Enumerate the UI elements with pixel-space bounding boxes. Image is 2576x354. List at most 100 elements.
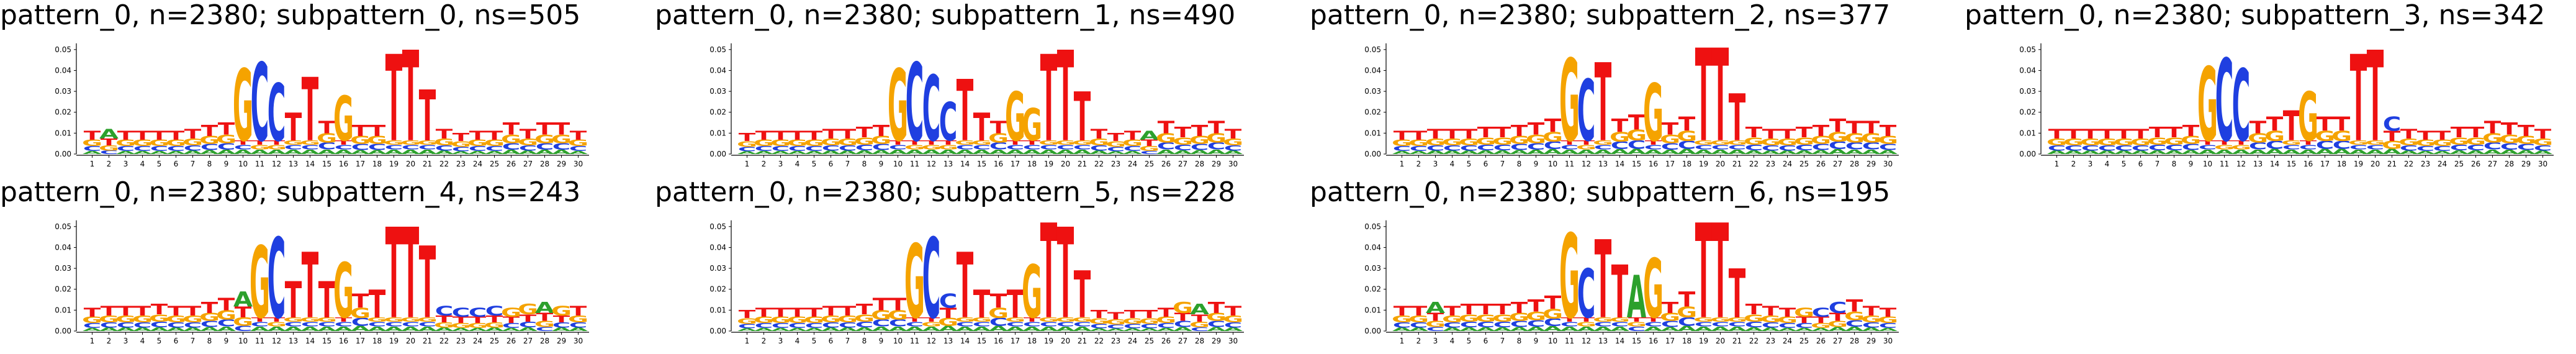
base-g-glyph: G <box>1038 139 1059 147</box>
base-a-glyph: A <box>1795 149 1814 155</box>
base-c-glyph: C <box>1778 322 1797 329</box>
base-g-glyph: G <box>2047 137 2067 148</box>
base-a-glyph: A <box>2114 150 2134 155</box>
base-g-glyph: G <box>1744 135 1764 147</box>
base-g-glyph: G <box>770 138 791 148</box>
base-c-glyph: C <box>2148 143 2167 153</box>
base-a-glyph: A <box>535 148 555 155</box>
base-a-glyph: A <box>351 325 370 333</box>
base-c-glyph: C <box>217 142 236 152</box>
x-tick-label: 19 <box>2354 160 2363 168</box>
base-a-glyph: A <box>2164 149 2184 155</box>
base-t-glyph: T <box>184 303 202 319</box>
x-tick-label: 16 <box>339 160 348 168</box>
base-c-glyph: C <box>351 316 370 329</box>
base-t-glyph: T <box>2451 124 2468 140</box>
base-t-glyph: T <box>1107 311 1125 322</box>
base-g-glyph: G <box>1189 134 1210 147</box>
base-a-glyph: A <box>2399 150 2419 155</box>
x-tick-label: 22 <box>1749 160 1759 168</box>
base-g-glyph: G <box>2097 137 2117 148</box>
base-c-glyph: C <box>2165 143 2184 153</box>
base-a-glyph: A <box>1443 150 1462 155</box>
base-t-glyph: T <box>1444 303 1461 319</box>
base-g-glyph: G <box>2181 134 2201 147</box>
base-g-glyph: G <box>921 143 942 151</box>
base-c-glyph: C <box>301 320 320 328</box>
base-a-glyph: A <box>518 150 538 155</box>
base-g-glyph: G <box>854 312 875 324</box>
base-c-glyph: C <box>167 320 186 329</box>
y-tick-label: 0.00 <box>2019 150 2036 158</box>
base-c-glyph: C <box>1090 143 1109 152</box>
base-t-glyph: T <box>923 139 940 147</box>
base-t-glyph: T <box>2518 122 2535 140</box>
base-g-glyph: G <box>1794 135 1814 147</box>
base-a-glyph: A <box>418 325 438 333</box>
base-a-glyph: A <box>1039 148 1059 156</box>
base-t-glyph: T <box>1141 138 1158 148</box>
x-tick-label: 28 <box>1195 337 1204 345</box>
base-c-glyph: C <box>956 143 975 151</box>
base-c-glyph: C <box>1812 142 1831 152</box>
base-a-glyph: A <box>2248 148 2268 156</box>
base-c-glyph: C <box>1594 143 1613 151</box>
base-g-glyph: G <box>300 316 320 324</box>
y-tick-label: 0.04 <box>55 66 71 75</box>
base-a-glyph: A <box>2198 148 2218 156</box>
base-g-glyph: G <box>216 307 236 322</box>
base-c-glyph: C <box>1510 142 1529 152</box>
x-tick-label: 29 <box>557 160 566 168</box>
base-t-glyph: T <box>923 316 940 324</box>
base-a-glyph: A <box>502 327 521 332</box>
x-tick-label: 26 <box>1816 160 1826 168</box>
sequence-logo: 0.000.010.020.030.040.051 2 3 4 5 6 7 8 9 10 11 12 1… <box>709 196 1244 348</box>
x-tick-label: 21 <box>1078 337 1087 345</box>
base-c-glyph: C <box>855 320 874 330</box>
base-t-glyph: T <box>1578 139 1595 147</box>
base-c-glyph: C <box>368 320 387 328</box>
base-c-glyph: C <box>536 142 554 152</box>
x-tick-label: 8 <box>862 337 867 345</box>
base-t-glyph: T <box>1107 131 1125 143</box>
base-c-glyph: C <box>1778 143 1797 152</box>
base-t-glyph: T <box>251 139 268 147</box>
base-g-glyph: G <box>1643 68 1664 160</box>
base-a-glyph: A <box>267 325 287 333</box>
x-tick-label: 20 <box>406 337 415 345</box>
x-tick-label: 6 <box>1484 337 1488 345</box>
base-t-glyph: T <box>1410 129 1428 143</box>
base-c-glyph: C <box>906 41 924 166</box>
x-tick-label: 11 <box>255 337 264 345</box>
base-c-glyph: C <box>418 320 437 328</box>
y-tick-label: 0.05 <box>2019 45 2036 54</box>
base-c-glyph: C <box>2500 142 2519 152</box>
base-t-glyph: T <box>503 120 520 139</box>
base-g-glyph: G <box>501 306 521 320</box>
base-c-glyph: C <box>788 145 807 152</box>
base-c-glyph: C <box>200 319 219 329</box>
base-a-glyph: A <box>99 327 119 332</box>
base-g-glyph: G <box>149 312 169 324</box>
base-g-glyph: G <box>518 301 538 317</box>
base-c-glyph: C <box>1544 317 1562 329</box>
y-tick-label: 0.04 <box>1364 66 1381 75</box>
base-g-glyph: G <box>2298 78 2318 157</box>
base-a-glyph: A <box>2516 149 2536 155</box>
x-tick-label: 29 <box>1867 337 1876 345</box>
base-g-glyph: G <box>988 130 1009 145</box>
base-t-glyph: T <box>2317 112 2334 135</box>
